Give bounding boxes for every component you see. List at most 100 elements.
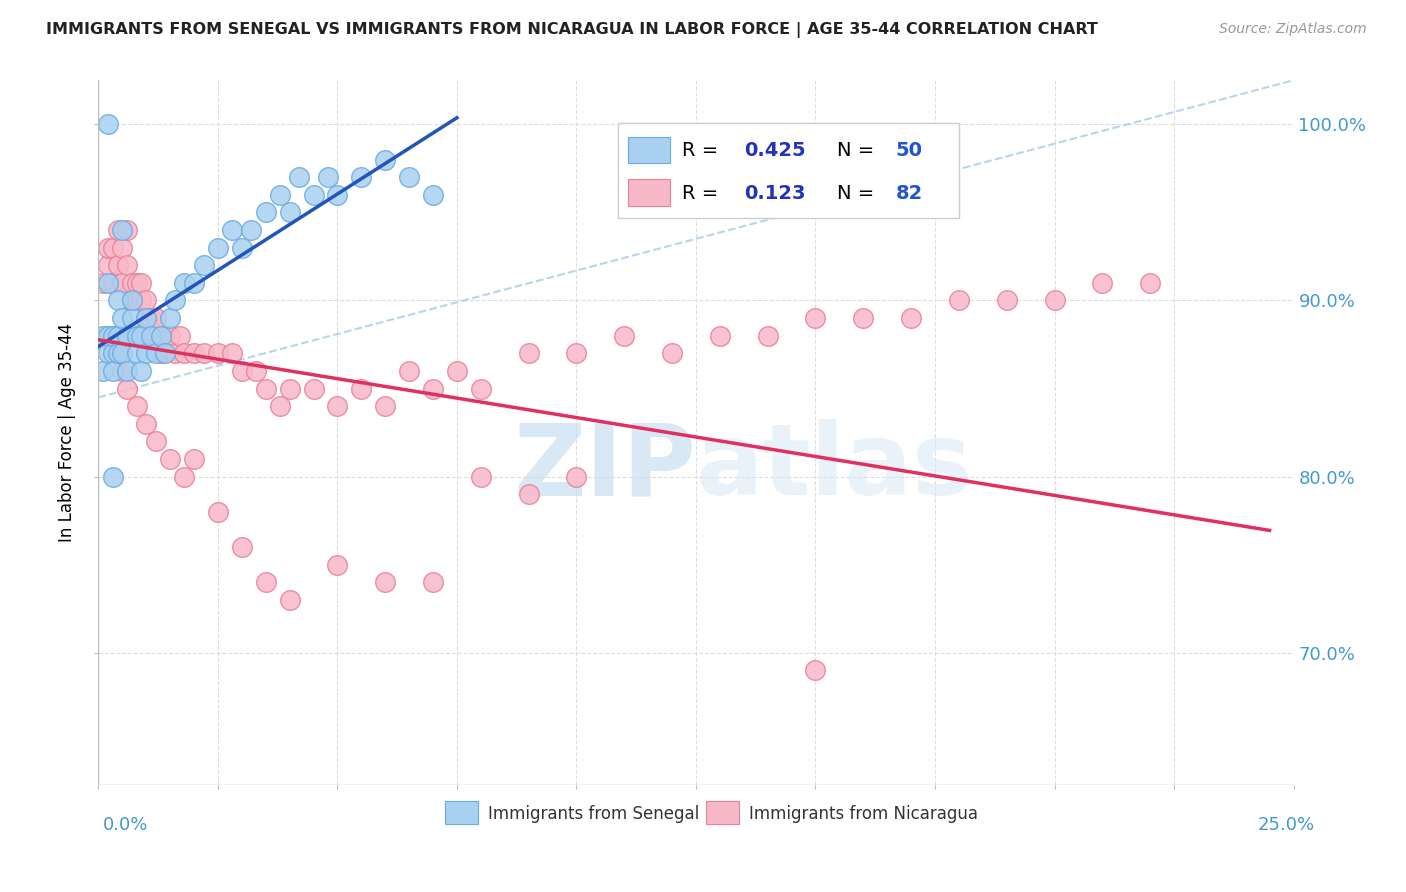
Point xyxy=(91,364,114,378)
Point xyxy=(111,346,134,360)
Point xyxy=(446,364,468,378)
Point xyxy=(756,328,779,343)
Text: Immigrants from Senegal: Immigrants from Senegal xyxy=(488,805,699,822)
Text: R =: R = xyxy=(682,141,724,161)
Point xyxy=(111,276,134,290)
Point xyxy=(316,170,339,185)
Point xyxy=(135,293,157,308)
Bar xyxy=(446,801,478,823)
Point xyxy=(131,328,153,343)
Point xyxy=(97,117,120,131)
Text: N =: N = xyxy=(837,141,880,161)
Point xyxy=(145,346,167,360)
Point xyxy=(221,346,243,360)
Point xyxy=(374,399,396,413)
Point xyxy=(115,328,138,343)
Point xyxy=(288,170,311,185)
Point xyxy=(207,346,229,360)
Point xyxy=(173,346,195,360)
Point xyxy=(121,293,143,308)
Text: Source: ZipAtlas.com: Source: ZipAtlas.com xyxy=(1219,22,1367,37)
Text: atlas: atlas xyxy=(696,419,973,516)
Point xyxy=(661,346,683,360)
Point xyxy=(517,346,540,360)
Point xyxy=(374,153,396,167)
Point xyxy=(107,328,129,343)
Point xyxy=(948,293,970,308)
Point xyxy=(1139,276,1161,290)
FancyBboxPatch shape xyxy=(619,122,959,218)
Point xyxy=(350,382,373,396)
Point xyxy=(398,170,420,185)
Point xyxy=(121,311,143,326)
Point xyxy=(135,311,157,326)
Text: 0.123: 0.123 xyxy=(744,184,806,202)
Point xyxy=(804,311,827,326)
Point xyxy=(517,487,540,501)
Point xyxy=(231,241,253,255)
Point xyxy=(240,223,263,237)
Point xyxy=(101,276,124,290)
Point xyxy=(207,241,229,255)
Point xyxy=(107,346,129,360)
Point xyxy=(101,364,124,378)
Point xyxy=(269,187,291,202)
Point xyxy=(107,346,129,360)
Point xyxy=(269,399,291,413)
Text: 82: 82 xyxy=(896,184,922,202)
Point xyxy=(350,170,373,185)
Point xyxy=(115,258,138,272)
Point xyxy=(278,205,301,219)
Point xyxy=(155,328,177,343)
Text: R =: R = xyxy=(682,184,724,202)
Point xyxy=(101,241,124,255)
Text: 0.0%: 0.0% xyxy=(103,816,148,834)
Bar xyxy=(706,801,740,823)
Point xyxy=(149,346,172,360)
Point xyxy=(374,575,396,590)
Point xyxy=(139,328,162,343)
Point xyxy=(125,346,148,360)
Point xyxy=(278,382,301,396)
Point xyxy=(278,593,301,607)
Point xyxy=(101,469,124,483)
Point xyxy=(125,399,148,413)
Point xyxy=(149,328,172,343)
Point xyxy=(900,311,922,326)
Point xyxy=(107,258,129,272)
Point xyxy=(470,382,492,396)
Point xyxy=(121,293,143,308)
Point xyxy=(302,187,325,202)
Point xyxy=(101,328,124,343)
Point xyxy=(101,328,124,343)
Point xyxy=(131,276,153,290)
Point xyxy=(115,223,138,237)
Point xyxy=(91,328,114,343)
Point xyxy=(193,258,215,272)
Point xyxy=(245,364,267,378)
Text: N =: N = xyxy=(837,184,880,202)
Point xyxy=(163,293,186,308)
Point xyxy=(159,328,181,343)
Point xyxy=(145,311,167,326)
Point xyxy=(111,311,134,326)
Y-axis label: In Labor Force | Age 35-44: In Labor Force | Age 35-44 xyxy=(58,323,76,542)
Point xyxy=(326,558,349,572)
Point xyxy=(125,276,148,290)
Point xyxy=(163,346,186,360)
Point xyxy=(115,382,138,396)
Point xyxy=(326,399,349,413)
Point xyxy=(302,382,325,396)
Point xyxy=(1091,276,1114,290)
Point xyxy=(145,434,167,449)
Point xyxy=(1043,293,1066,308)
Point xyxy=(125,293,148,308)
Point xyxy=(115,364,138,378)
Point xyxy=(709,328,731,343)
Point xyxy=(111,241,134,255)
Point xyxy=(111,223,134,237)
Point xyxy=(183,346,205,360)
Point xyxy=(231,540,253,554)
Point xyxy=(422,575,444,590)
Point xyxy=(159,311,181,326)
